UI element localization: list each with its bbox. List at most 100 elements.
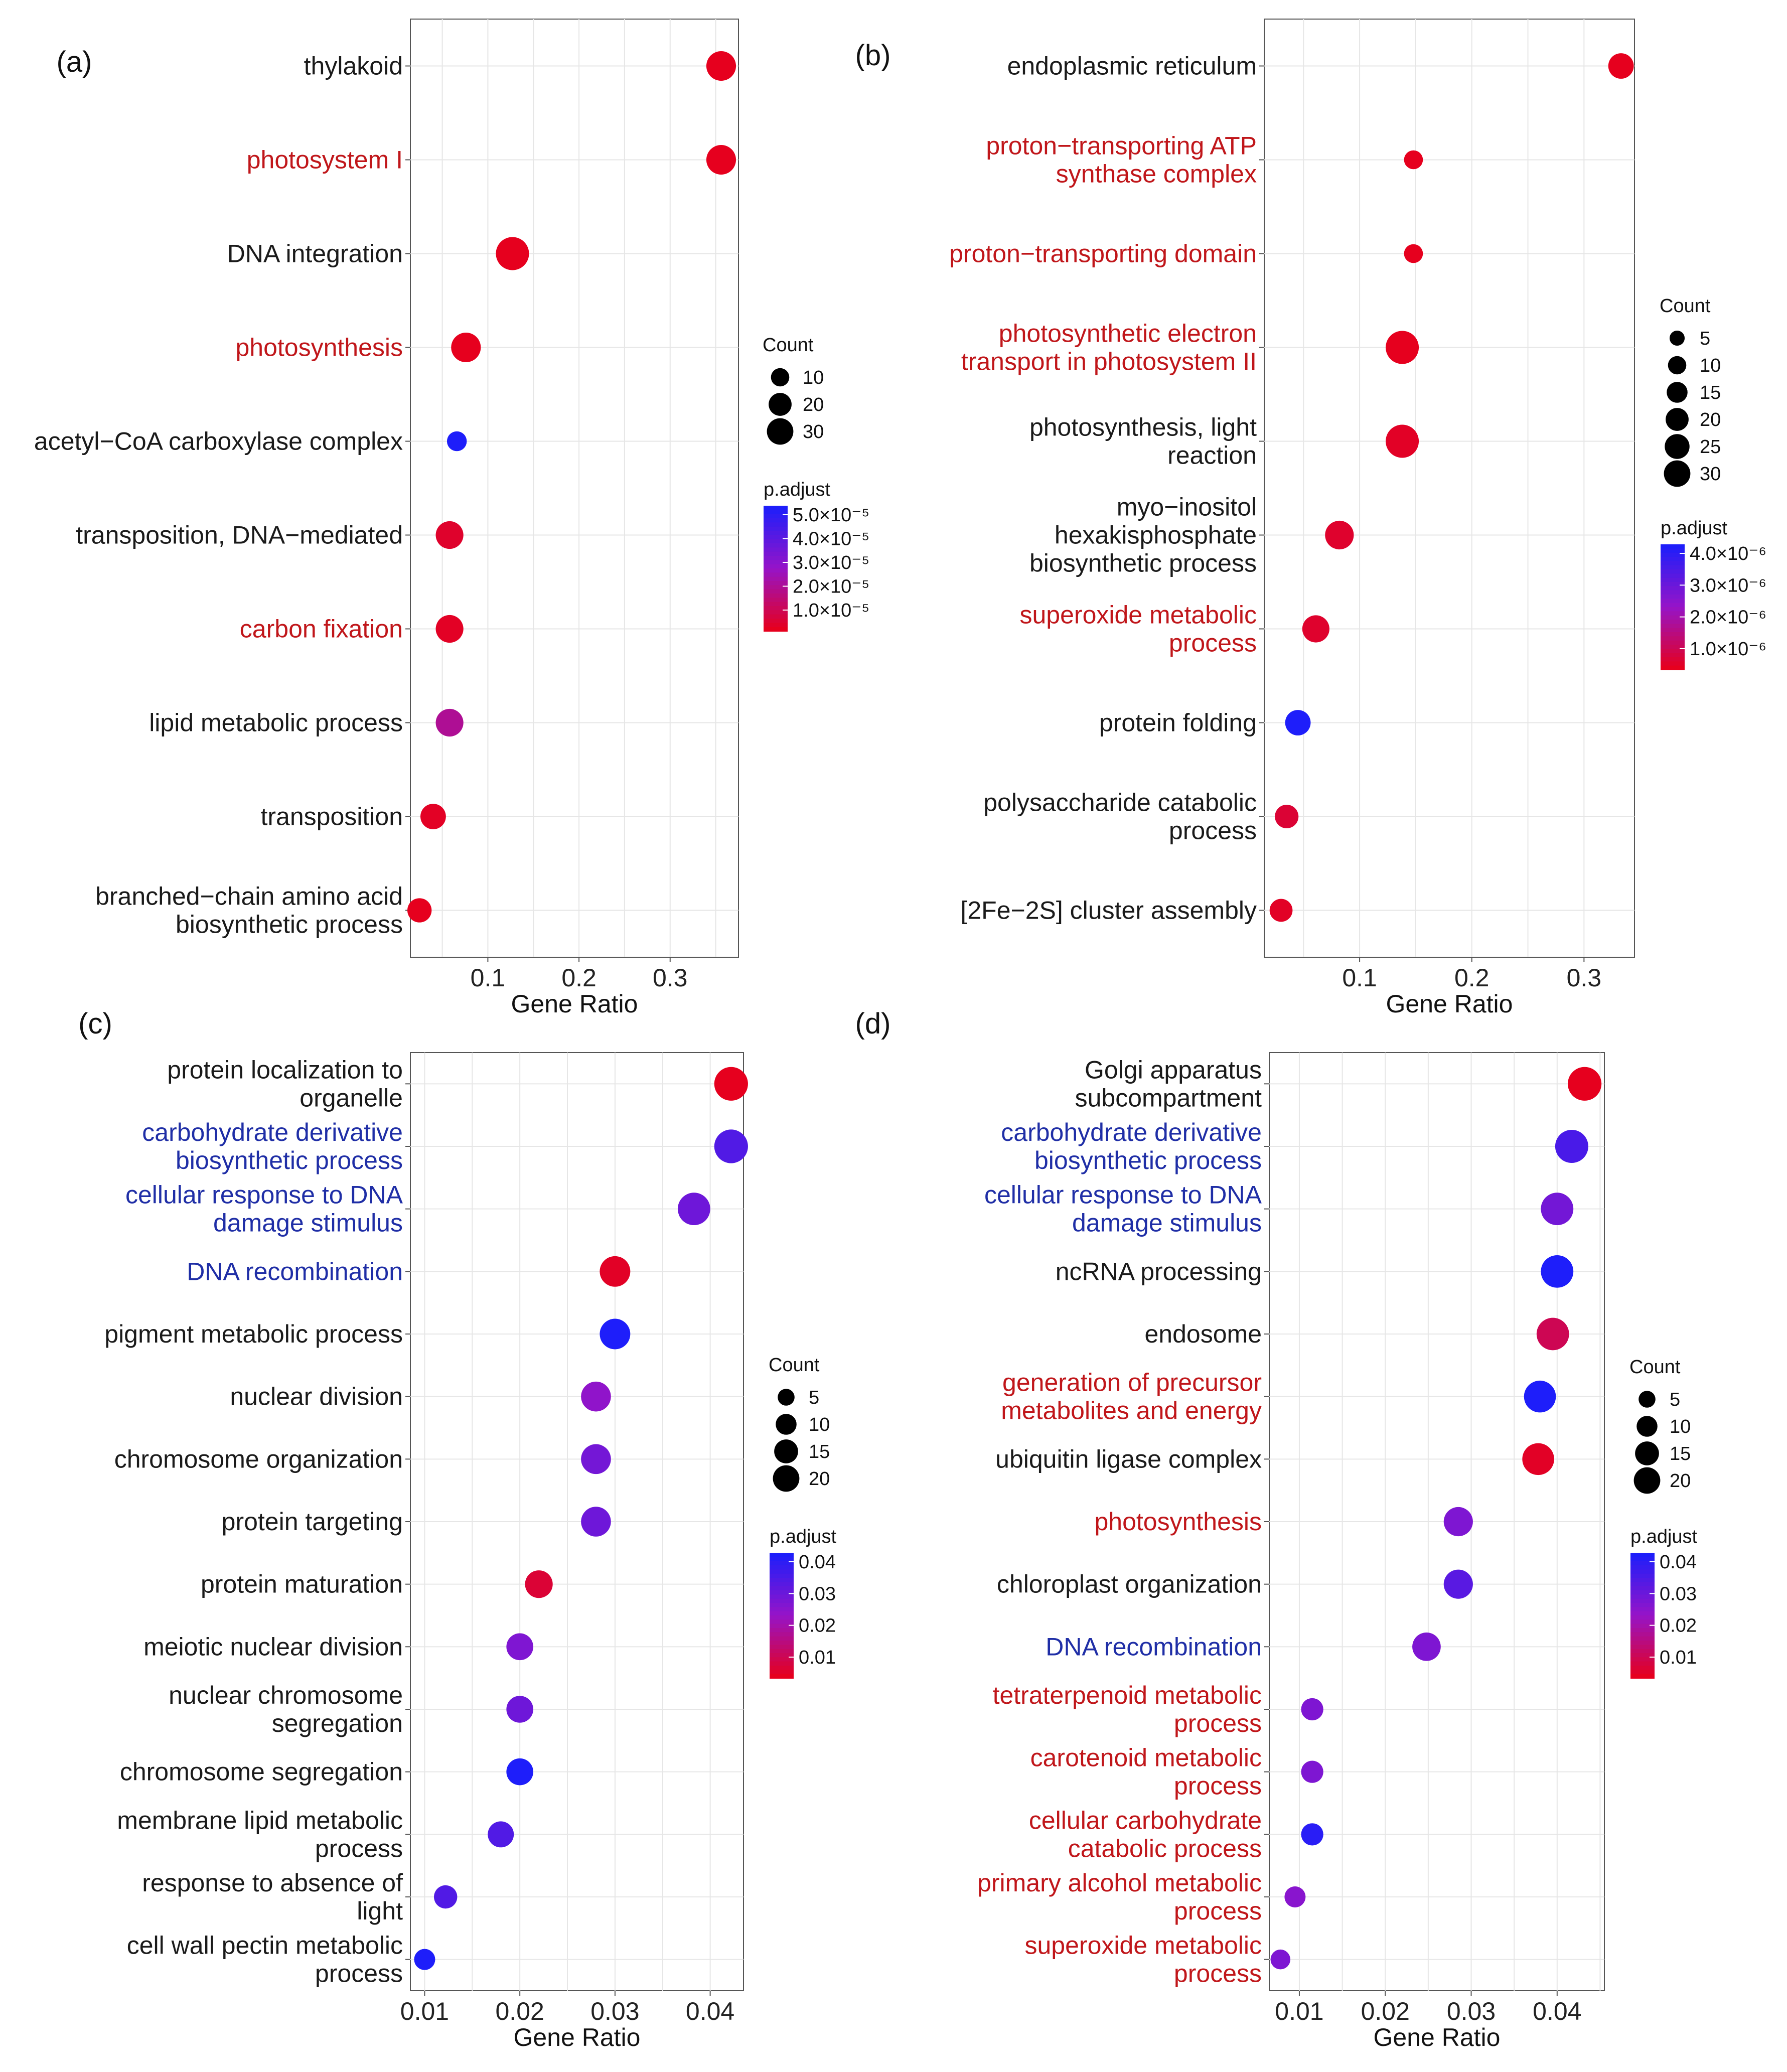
term-label: protein folding xyxy=(1099,709,1257,737)
colorbar-segment xyxy=(1661,557,1685,562)
colorbar-segment xyxy=(1661,636,1685,641)
term-label-line: synthase complex xyxy=(1056,160,1257,188)
panel-1: 0.1 0.2 0.3 Gene Ratio (a) thylakoid photosyst… xyxy=(34,19,869,1018)
colorbar-segment xyxy=(1661,552,1685,557)
colorbar-segment xyxy=(764,564,788,569)
term-label-line: reaction xyxy=(1167,441,1257,470)
data-point xyxy=(1269,899,1293,922)
data-point xyxy=(414,1949,435,1970)
count-legend-key xyxy=(1636,1416,1658,1437)
padjust-legend-label: 3.0×10⁻⁶ xyxy=(1690,575,1766,596)
colorbar-segment xyxy=(770,1573,794,1578)
colorbar-segment xyxy=(1661,582,1685,587)
term-label-line: process xyxy=(1169,629,1257,657)
term-label: chloroplast organization xyxy=(997,1570,1262,1598)
colorbar-segment xyxy=(764,623,788,628)
colorbar-segment xyxy=(764,514,788,519)
data-point xyxy=(435,615,464,643)
count-legend-label: 5 xyxy=(809,1387,819,1408)
colorbar-segment xyxy=(1661,653,1685,658)
term-label: photosynthesis, light reaction xyxy=(1029,413,1257,470)
x-tick-label: 0.2 xyxy=(1454,964,1490,992)
term-label-line: transposition, DNA−mediated xyxy=(76,521,403,549)
term-label-line: pigment metabolic process xyxy=(104,1320,403,1348)
x-tick-label: 0.1 xyxy=(471,964,506,992)
term-label: pigment metabolic process xyxy=(104,1320,403,1348)
colorbar-segment xyxy=(1630,1561,1655,1566)
data-point xyxy=(1524,1380,1556,1413)
term-label-line: photosynthesis xyxy=(235,334,403,362)
count-legend-title: Count xyxy=(1629,1357,1681,1378)
padjust-legend-label: 4.0×10⁻⁶ xyxy=(1690,543,1766,564)
term-label-line: acetyl−CoA carboxylase complex xyxy=(34,427,403,456)
colorbar-segment xyxy=(770,1615,794,1620)
padjust-legend-label: 1.0×10⁻⁶ xyxy=(1690,639,1766,660)
data-point xyxy=(1386,424,1419,458)
term-label-line: myo−inositol xyxy=(1117,493,1257,521)
colorbar-segment xyxy=(1630,1661,1655,1666)
term-label: membrane lipid metabolic process xyxy=(117,1806,403,1862)
term-label-line: protein localization to xyxy=(167,1056,403,1084)
x-tick-label: 0.04 xyxy=(1533,1997,1581,2025)
data-point xyxy=(714,1129,748,1163)
colorbar-segment xyxy=(764,551,788,556)
padjust-legend-title: p.adjust xyxy=(1661,518,1728,539)
colorbar-segment xyxy=(764,510,788,515)
colorbar-segment xyxy=(770,1636,794,1641)
term-label-line: process xyxy=(1174,1709,1262,1737)
term-label-line: process xyxy=(1169,817,1257,845)
colorbar-segment xyxy=(1630,1670,1655,1675)
colorbar-segment xyxy=(770,1666,794,1671)
data-point xyxy=(1302,615,1329,643)
data-point xyxy=(706,51,736,81)
term-label-line: [2Fe−2S] cluster assembly xyxy=(960,897,1257,925)
data-point xyxy=(451,332,481,363)
term-label: carbohydrate derivative biosynthetic proc… xyxy=(142,1118,403,1174)
term-label-line: meiotic nuclear division xyxy=(143,1633,403,1661)
colorbar-segment xyxy=(764,535,788,540)
colorbar-segment xyxy=(1661,544,1685,549)
colorbar-segment xyxy=(764,526,788,531)
colorbar-segment xyxy=(770,1653,794,1658)
term-label: photosynthesis xyxy=(235,334,403,362)
colorbar-segment xyxy=(770,1594,794,1599)
colorbar-segment xyxy=(764,602,788,607)
count-legend-key xyxy=(1635,1441,1659,1465)
term-label: meiotic nuclear division xyxy=(143,1633,403,1661)
colorbar-segment xyxy=(770,1561,794,1566)
term-label: endoplasmic reticulum xyxy=(1007,52,1257,80)
colorbar-segment xyxy=(1630,1557,1655,1562)
colorbar-segment xyxy=(764,589,788,594)
term-label-line: polysaccharide catabolic xyxy=(983,789,1257,817)
x-axis-title: Gene Ratio xyxy=(1386,990,1513,1018)
colorbar-segment xyxy=(1661,565,1685,570)
colorbar-segment xyxy=(1661,590,1685,595)
term-label-line: metabolites and energy xyxy=(1001,1397,1262,1425)
colorbar-segment xyxy=(770,1582,794,1587)
colorbar-segment xyxy=(770,1674,794,1679)
colorbar-segment xyxy=(770,1586,794,1591)
padjust-legend-label: 4.0×10⁻⁵ xyxy=(793,529,869,550)
data-point xyxy=(1536,1317,1569,1351)
data-point xyxy=(1275,804,1299,829)
term-label: protein localization to organelle xyxy=(167,1056,403,1112)
term-label-line: hexakisphosphate xyxy=(1055,521,1257,549)
count-legend-label: 30 xyxy=(803,421,824,442)
colorbar-segment xyxy=(1630,1649,1655,1654)
colorbar-segment xyxy=(1630,1619,1655,1624)
term-label: response to absence of light xyxy=(142,1869,403,1925)
colorbar-segment xyxy=(1630,1578,1655,1583)
colorbar-segment xyxy=(1661,569,1685,574)
count-legend-label: 10 xyxy=(1700,355,1721,376)
count-legend-key xyxy=(1633,1467,1661,1494)
data-point xyxy=(435,708,464,737)
colorbar-segment xyxy=(764,518,788,523)
colorbar-segment xyxy=(770,1645,794,1650)
colorbar-segment xyxy=(1661,649,1685,654)
x-axis-title: Gene Ratio xyxy=(1374,2023,1501,2051)
term-label-line: transport in photosystem II xyxy=(961,348,1257,376)
colorbar-segment xyxy=(764,506,788,511)
term-label-line: cellular response to DNA xyxy=(984,1181,1262,1209)
data-point xyxy=(1541,1255,1574,1288)
